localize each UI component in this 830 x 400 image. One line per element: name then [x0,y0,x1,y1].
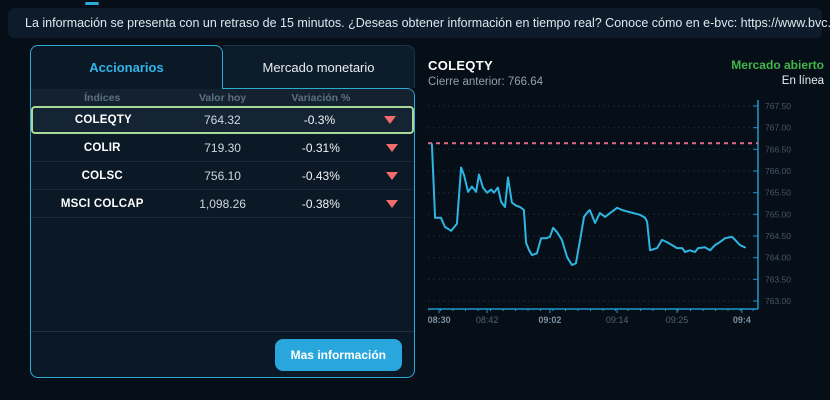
quote-header: COLEQTY Cierre anterior: 766.64 Mercado … [428,58,824,88]
svg-text:765.00: 765.00 [765,209,791,219]
quote-symbol: COLEQTY [428,58,493,73]
down-triangle-icon [386,199,398,208]
table-header-row: Índices Valor hoy Variación % [31,89,414,106]
svg-text:09:25: 09:25 [666,315,689,325]
svg-text:763.00: 763.00 [765,296,791,306]
svg-text:764.00: 764.00 [765,253,791,263]
tab-accionarios-label: Accionarios [89,60,164,75]
quote-chart-panel: COLEQTY Cierre anterior: 766.64 Mercado … [428,58,824,331]
svg-text:767.00: 767.00 [765,123,791,133]
svg-text:09:02: 09:02 [538,315,561,325]
tab-mercado-monetario-label: Mercado monetario [262,59,375,75]
table-row-colsc[interactable]: COLSC 756.10 -0.43% [31,162,414,190]
svg-text:763.50: 763.50 [765,274,791,284]
panel-footer: Mas información [31,331,414,377]
index-value: 764.32 [203,113,241,127]
index-name: COLEQTY [74,114,132,126]
more-info-button[interactable]: Mas información [274,338,402,371]
line-status-label: En línea [781,75,824,87]
column-header-valor-hoy: Valor hoy [198,91,247,104]
table-row-coleqty[interactable]: COLEQTY 764.32 -0.3% [31,106,414,134]
index-variation: -0.38% [301,196,340,211]
index-name: MSCI COLCAP [60,197,144,210]
table-row-colir[interactable]: COLIR 719.30 -0.31% [31,134,414,162]
index-value: 719.30 [204,140,241,155]
top-accent-dash [85,2,99,5]
svg-text:09:14: 09:14 [606,315,629,325]
indices-table: Índices Valor hoy Variación % COLEQTY 76… [30,88,415,378]
svg-text:08:30: 08:30 [428,315,451,325]
svg-text:765.50: 765.50 [765,188,791,198]
indices-panel: Accionarios Mercado monetario Índices Va… [30,45,415,378]
svg-text:766.50: 766.50 [765,144,791,154]
column-header-indices: Índices [84,91,121,104]
svg-text:764.50: 764.50 [765,231,791,241]
market-status-badge: Mercado abierto [731,58,824,72]
down-triangle-icon [386,143,398,152]
svg-text:09:4: 09:4 [733,315,751,325]
index-value: 756.10 [204,168,241,183]
index-value: 1,098.26 [199,196,246,211]
down-triangle-icon [384,116,396,124]
market-tabs: Accionarios Mercado monetario [30,45,415,89]
delay-notice-banner: La información se presenta con un retras… [8,8,830,38]
tab-mercado-monetario[interactable]: Mercado monetario [223,45,415,88]
down-triangle-icon [386,171,398,180]
svg-text:766.00: 766.00 [765,166,791,176]
price-chart[interactable]: 767.50 767.00 766.50 766.00 765.50 765.00 764.… [428,94,824,331]
column-header-variacion: Variación % [291,91,351,104]
index-variation: -0.31% [301,140,340,155]
table-row-msci-colcap[interactable]: MSCI COLCAP 1,098.26 -0.38% [31,190,414,218]
chart-container: 767.50 767.00 766.50 766.00 765.50 765.00 764.… [428,94,824,331]
tab-accionarios[interactable]: Accionarios [30,45,223,89]
index-name: COLSC [81,169,123,182]
delay-notice-text: La información se presenta con un retras… [25,16,830,30]
index-name: COLIR [83,141,121,154]
index-variation: -0.3% [303,113,336,127]
index-variation: -0.43% [301,168,340,183]
svg-text:08:42: 08:42 [476,315,499,325]
svg-text:767.50: 767.50 [765,101,791,111]
previous-close-label: Cierre anterior: 766.64 [428,76,544,88]
